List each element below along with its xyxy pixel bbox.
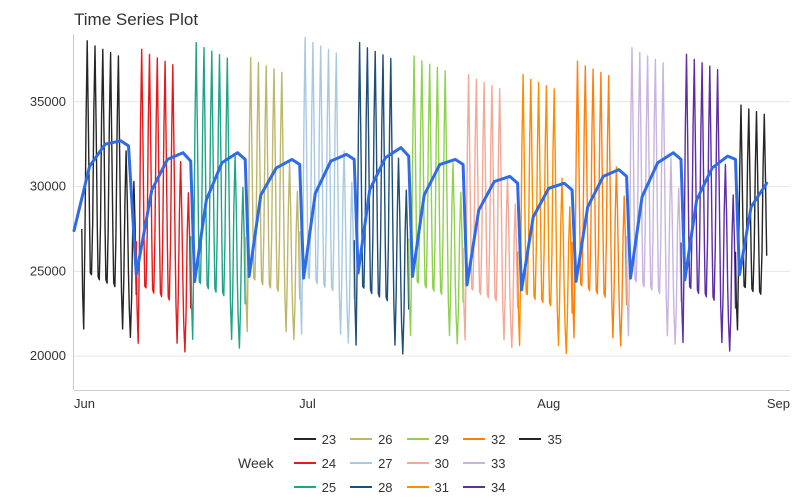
y-tick-label: 25000 bbox=[30, 263, 66, 278]
legend-swatch bbox=[350, 486, 372, 488]
series-week-28 bbox=[354, 43, 409, 355]
legend-label: 35 bbox=[547, 432, 561, 447]
legend-label: 27 bbox=[378, 456, 392, 471]
legend-label: 28 bbox=[378, 480, 392, 495]
x-tick-label: Aug bbox=[537, 396, 560, 411]
legend-swatch bbox=[350, 438, 372, 440]
legend-swatch bbox=[519, 438, 541, 440]
legend-item-30: 30 bbox=[407, 452, 449, 474]
x-tick-label: Sep bbox=[767, 396, 790, 411]
legend-label: 30 bbox=[435, 456, 449, 471]
legend-swatch bbox=[350, 462, 372, 464]
legend: Week 23 24 25 26 27 28 29 30 31 32 33 34 35 bbox=[0, 428, 800, 498]
legend-item-23: 23 bbox=[294, 428, 336, 450]
series-week-35 bbox=[736, 105, 767, 330]
legend-item-29: 29 bbox=[407, 428, 449, 450]
legend-label: 29 bbox=[435, 432, 449, 447]
y-tick-label: 20000 bbox=[30, 348, 66, 363]
legend-label: 33 bbox=[491, 456, 505, 471]
series-week-30 bbox=[463, 75, 517, 348]
legend-label: 23 bbox=[322, 432, 336, 447]
x-tick-label: Jun bbox=[74, 396, 95, 411]
legend-item-35: 35 bbox=[519, 428, 561, 450]
x-tick-label: Jul bbox=[299, 396, 316, 411]
legend-label: 32 bbox=[491, 432, 505, 447]
legend-swatch bbox=[294, 486, 316, 488]
legend-label: 24 bbox=[322, 456, 336, 471]
series-week-32 bbox=[572, 61, 627, 346]
series-week-24 bbox=[136, 49, 190, 352]
legend-item-26: 26 bbox=[350, 428, 392, 450]
legend-swatch bbox=[407, 462, 429, 464]
legend-item-33: 33 bbox=[463, 452, 505, 474]
legend-swatch bbox=[407, 438, 429, 440]
legend-swatch bbox=[463, 462, 485, 464]
legend-item-24: 24 bbox=[294, 452, 336, 474]
legend-label: 25 bbox=[322, 480, 336, 495]
series-week-31 bbox=[518, 75, 573, 354]
series-week-23 bbox=[82, 41, 137, 338]
legend-item-27: 27 bbox=[350, 452, 392, 474]
legend-item-32: 32 bbox=[463, 428, 505, 450]
legend-item-25: 25 bbox=[294, 476, 336, 498]
chart-svg: 20000 25000 30000 35000 Jun Jul Aug Sep bbox=[0, 0, 800, 500]
series-week-29 bbox=[409, 56, 463, 344]
legend-item-31: 31 bbox=[407, 476, 449, 498]
legend-swatch bbox=[294, 438, 316, 440]
series-week-27 bbox=[300, 37, 355, 343]
series-week-25 bbox=[191, 43, 246, 349]
legend-swatch bbox=[463, 438, 485, 440]
legend-label: 34 bbox=[491, 480, 505, 495]
legend-swatch bbox=[463, 486, 485, 488]
y-tick-label: 30000 bbox=[30, 179, 66, 194]
legend-label: 31 bbox=[435, 480, 449, 495]
legend-item-34: 34 bbox=[463, 476, 505, 498]
series-week-33 bbox=[627, 48, 681, 345]
series-week-26 bbox=[245, 58, 300, 340]
legend-item-28: 28 bbox=[350, 476, 392, 498]
legend-swatch bbox=[407, 486, 429, 488]
y-tick-label: 35000 bbox=[30, 94, 66, 109]
legend-title: Week bbox=[238, 455, 274, 471]
series-week-34 bbox=[681, 54, 736, 351]
legend-grid: 23 24 25 26 27 28 29 30 31 32 33 34 35 bbox=[294, 428, 562, 498]
legend-label: 26 bbox=[378, 432, 392, 447]
legend-swatch bbox=[294, 462, 316, 464]
